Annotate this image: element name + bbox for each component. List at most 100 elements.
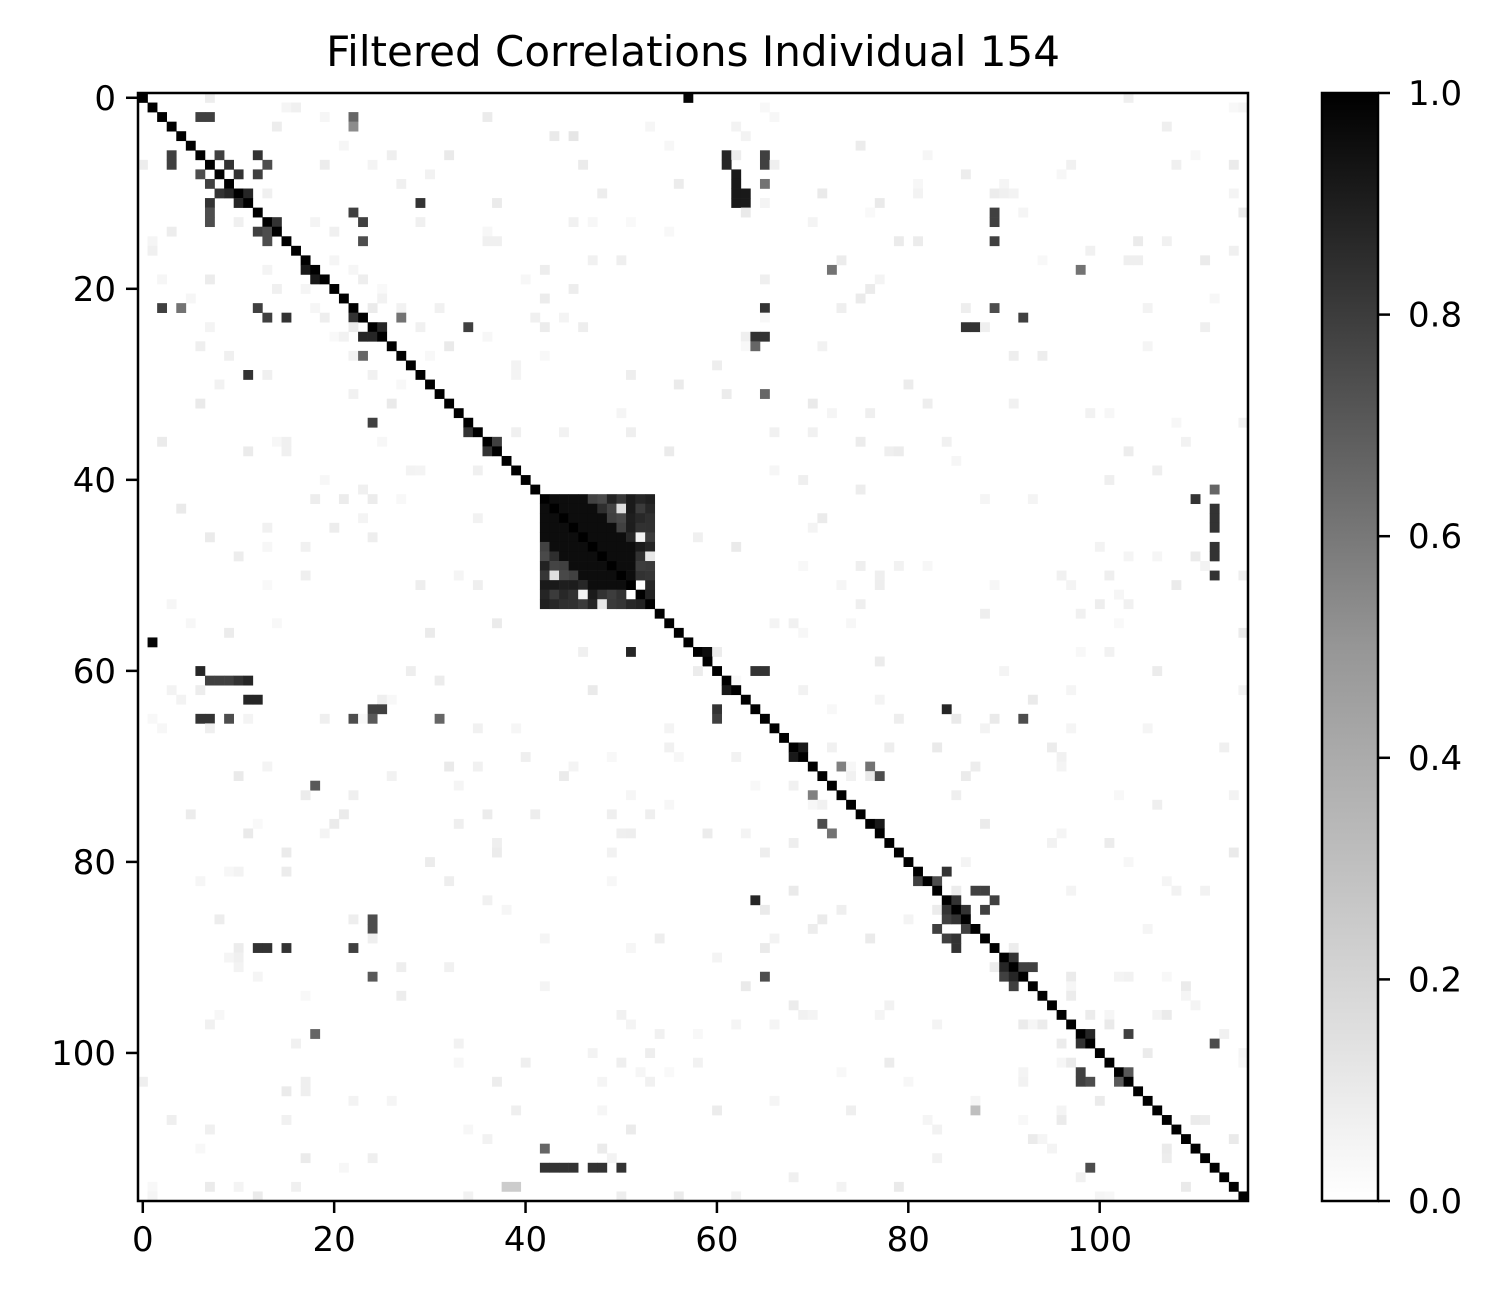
heatmap-cell [597,570,608,581]
heatmap-cell [846,799,856,810]
heatmap-cell [195,713,206,724]
heatmap-cell [578,503,589,514]
heatmap-cell [1066,885,1077,896]
heatmap-cell [492,236,502,247]
heatmap-cell [807,1009,818,1020]
heatmap-cell [539,599,550,610]
heatmap-cell [1085,1029,1096,1039]
x-tick-label: 0 [132,1220,154,1260]
heatmap-cell [673,379,684,390]
heatmap-cell [578,522,589,533]
heatmap-cell [549,513,560,524]
heatmap-cell [740,981,751,992]
heatmap-cell [874,198,885,208]
heatmap-cell [1037,1134,1048,1144]
heatmap-cell [252,943,263,953]
heatmap-cell [759,666,770,676]
heatmap-cell [492,1076,502,1087]
heatmap-cell [578,322,589,333]
heatmap-cell [319,112,330,122]
heatmap-cell [616,1191,627,1202]
heatmap-cell [453,780,464,791]
heatmap-cell [941,704,952,715]
heatmap-cell [539,532,550,543]
heatmap-cell [262,580,273,590]
heatmap-cell [1200,885,1211,896]
heatmap-cell [511,1181,522,1192]
heatmap-cell [377,331,388,342]
heatmap-cell [568,570,579,581]
heatmap-cell [626,561,636,571]
heatmap-cell [233,198,244,208]
heatmap-cell [635,541,646,552]
heatmap-cell [865,284,876,294]
heatmap-cell [559,580,569,590]
heatmap-cell [1066,159,1077,170]
heatmap-cell [214,150,225,161]
heatmap-cell [568,561,579,571]
heatmap-cell [204,159,215,170]
heatmap-cell [539,293,550,304]
heatmap-cell [1056,1057,1067,1068]
heatmap-cell [903,914,914,925]
heatmap-cell [482,226,493,237]
heatmap-cell [281,866,292,877]
heatmap-cell [1152,666,1163,676]
heatmap-cell [1161,1143,1172,1154]
heatmap-cell [568,513,579,524]
heatmap-cell [367,322,378,333]
heatmap-cell [243,713,254,724]
heatmap-cell [271,618,282,629]
heatmap-cell [367,924,378,934]
heatmap-cell [989,188,1000,199]
heatmap-cell [1161,1153,1172,1164]
heatmap-cell [176,503,187,514]
heatmap-cell [262,159,273,170]
heatmap-cell [616,1057,627,1068]
heatmap-cell [1228,790,1239,801]
heatmap-cell [893,713,904,724]
heatmap-cell [826,828,837,839]
heatmap-cell [1008,971,1019,982]
heatmap-cell [1037,255,1048,266]
heatmap-cell [549,580,560,590]
heatmap-cell [874,694,885,705]
heatmap-cell [731,178,742,189]
heatmap-cell [157,303,168,313]
heatmap-cell [338,331,349,342]
heatmap-cell [826,408,837,419]
heatmap-cell [568,1162,579,1173]
heatmap-cell [1056,570,1067,581]
heatmap-cell [788,780,799,791]
heatmap-cell [224,178,234,189]
heatmap-cell [960,904,971,915]
heatmap-cell [195,876,206,887]
heatmap-cell [1152,799,1163,810]
heatmap-cell [807,799,818,810]
heatmap-cell [989,580,1000,590]
heatmap-cell [807,924,818,934]
heatmap-cell [348,312,359,323]
heatmap-cell [884,1057,895,1068]
heatmap-cell [913,866,923,877]
heatmap-cell [865,408,876,419]
heatmap-cell [626,532,636,543]
heatmap-cell [319,312,330,323]
heatmap-cell [233,962,244,973]
heatmap-cell [1133,1086,1144,1097]
heatmap-cell [1161,876,1172,887]
heatmap-cell [1104,1009,1115,1020]
heatmap-cell [1114,971,1124,982]
heatmap-cell [176,694,187,705]
heatmap-cell [865,771,876,782]
heatmap-cell [329,818,340,829]
heatmap-cell [817,188,828,199]
heatmap-cell [616,255,627,266]
heatmap-cell [568,541,579,552]
heatmap-cell [568,522,579,533]
heatmap-cell [472,513,483,524]
heatmap-cell [759,943,770,953]
heatmap-cell [281,102,292,113]
heatmap-cell [367,1153,378,1164]
heatmap-cell [1238,1191,1249,1202]
